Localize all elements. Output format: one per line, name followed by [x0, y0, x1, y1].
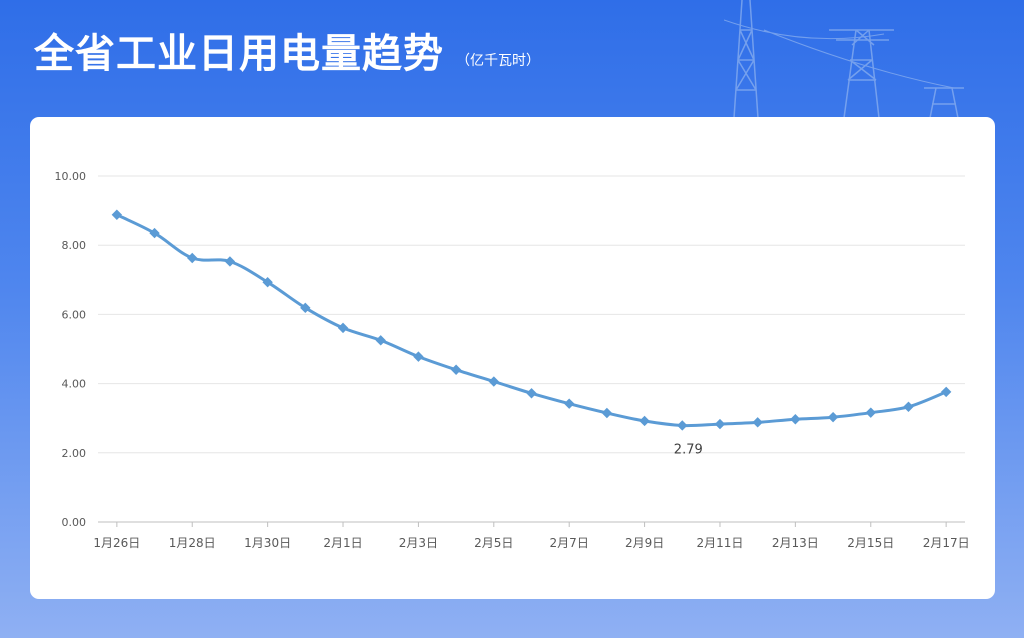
x-tick-label: 2月15日	[847, 536, 894, 550]
data-point	[601, 407, 613, 419]
line-chart: 0.00 2.00 4.00 6.00 8.00 10.00 1月26日 1月28日 1月30日…	[55, 170, 970, 550]
data-point	[300, 302, 311, 314]
data-point	[375, 335, 386, 346]
data-label: 2.79	[674, 442, 703, 457]
x-tick-label: 1月28日	[169, 536, 216, 550]
data-point	[450, 364, 462, 375]
data-point	[526, 388, 537, 399]
y-tick-label: 2.00	[62, 447, 87, 460]
x-tick-label: 2月11日	[697, 536, 744, 550]
y-tick-label: 10.00	[55, 170, 87, 183]
data-point	[827, 411, 839, 423]
data-point	[639, 415, 650, 427]
data-point	[224, 256, 236, 267]
y-tick-label: 4.00	[62, 378, 87, 391]
x-tick-label: 1月30日	[244, 536, 291, 550]
x-tick-label: 2月9日	[625, 536, 664, 550]
data-point	[865, 407, 876, 418]
y-tick-label: 8.00	[62, 239, 87, 252]
power-tower-icon	[724, 0, 964, 118]
title-area: 全省工业日用电量趋势 （亿千瓦时）	[34, 34, 540, 74]
data-point	[677, 420, 688, 431]
x-tick-label: 2月5日	[474, 536, 513, 550]
data-point	[187, 252, 198, 264]
chart-card: 0.00 2.00 4.00 6.00 8.00 10.00 1月26日 1月28日 1月30日…	[30, 117, 995, 599]
data-point	[413, 351, 424, 362]
data-point	[714, 418, 726, 430]
x-tick-label: 2月7日	[550, 536, 589, 550]
data-point	[940, 386, 952, 398]
x-tick-label: 1月26日	[93, 536, 140, 550]
data-point	[903, 401, 914, 412]
data-point	[111, 209, 123, 220]
unit-label: （亿千瓦时）	[456, 53, 540, 69]
y-tick-label: 0.00	[62, 516, 87, 529]
data-point	[563, 398, 575, 409]
y-tick-label: 6.00	[62, 308, 87, 321]
x-tick-label: 2月13日	[772, 536, 819, 550]
data-point	[149, 227, 160, 239]
data-point	[488, 376, 500, 387]
x-tick-label: 2月17日	[923, 536, 970, 550]
data-point	[337, 322, 349, 334]
data-point	[790, 414, 801, 425]
data-point	[752, 417, 763, 428]
x-tick-label: 2月3日	[399, 536, 438, 550]
data-point	[262, 277, 273, 288]
x-tick-label: 2月1日	[323, 536, 362, 550]
page-title: 全省工业日用电量趋势	[34, 31, 444, 77]
